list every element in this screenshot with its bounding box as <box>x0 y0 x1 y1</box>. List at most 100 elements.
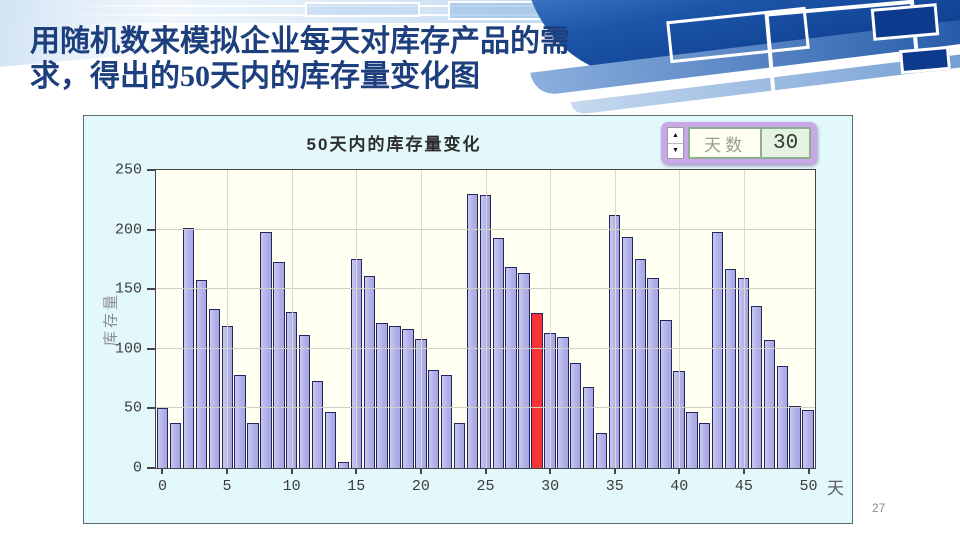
inventory-bar <box>570 363 582 468</box>
inventory-bar <box>415 339 427 468</box>
plot-area: 天 0 50 100 150 200 250 0 5 10 15 20 25 30 35 40 45 50 <box>115 162 844 499</box>
x-tick-mark <box>549 468 552 474</box>
inventory-bar <box>608 215 621 468</box>
banner-rect <box>448 1 548 20</box>
inventory-bar <box>673 371 685 468</box>
inventory-bar <box>802 409 814 468</box>
inventory-bar <box>428 370 440 468</box>
x-tick-label: 25 <box>476 478 495 495</box>
inventory-bar <box>776 365 788 468</box>
spinner-down-icon[interactable]: ▼ <box>668 142 683 159</box>
spinner-up-icon[interactable]: ▲ <box>672 131 679 139</box>
inventory-bar <box>763 340 775 468</box>
gridline-vertical <box>485 170 487 468</box>
bars <box>156 170 815 468</box>
x-tick-label: 15 <box>347 478 366 495</box>
gridline-vertical <box>420 170 422 468</box>
inventory-bar <box>737 278 750 468</box>
inventory-bar <box>750 305 763 468</box>
banner-line <box>0 5 749 7</box>
banner-rect <box>305 2 420 17</box>
slide-title-line2: 求，得出的50天内的库存量变化图 <box>30 60 480 94</box>
chart-title: 50天内的库存量变化 <box>306 135 482 154</box>
inventory-bar <box>273 261 285 468</box>
inventory-bar-selected <box>531 313 543 468</box>
slide-title: 用随机数来模拟企业每天对库存产品的需 求，得出的50天内的库存量变化图 <box>30 24 670 95</box>
inventory-bar <box>699 422 711 468</box>
x-axis-label: 天 <box>827 479 844 498</box>
spinner-value[interactable]: 30 <box>760 129 809 157</box>
inventory-bar <box>311 380 324 468</box>
y-tick-mark <box>147 467 155 469</box>
inventory-bar <box>337 462 350 468</box>
banner-outline-rect <box>666 6 810 64</box>
x-tick-label: 30 <box>541 478 560 495</box>
y-tick-mark <box>147 288 155 291</box>
inventory-bar <box>724 268 737 468</box>
y-tick-label: 250 <box>114 161 142 179</box>
inventory-bar <box>505 266 517 468</box>
x-tick-mark <box>613 468 616 474</box>
inventory-bar <box>595 433 608 468</box>
x-tick-mark <box>419 468 422 474</box>
y-tick-label: 50 <box>123 399 142 417</box>
inventory-bar <box>324 411 337 468</box>
inventory-bar <box>208 309 221 468</box>
y-tick-label: 0 <box>132 459 142 477</box>
gridline-vertical <box>227 170 229 468</box>
gridline-vertical <box>550 170 552 468</box>
inventory-bar <box>260 231 272 468</box>
inventory-bar <box>157 408 169 468</box>
inventory-bar <box>647 278 659 468</box>
inventory-bar <box>466 193 479 468</box>
gridline-vertical <box>356 170 358 468</box>
inventory-bar <box>492 237 504 468</box>
x-tick-label: 10 <box>282 478 301 495</box>
inventory-bar <box>660 320 672 468</box>
gridline-vertical <box>743 170 745 468</box>
gridline-vertical <box>614 170 616 468</box>
banner-line <box>0 14 692 16</box>
days-spinner[interactable]: ▲ ▼ 天数 30 <box>661 122 817 164</box>
banner-solid-rect <box>870 3 940 41</box>
inventory-bar <box>402 328 414 468</box>
banner-solid-rect <box>899 45 951 75</box>
inventory-bar <box>634 259 646 468</box>
y-tick-mark <box>147 228 155 231</box>
inventory-bar <box>363 276 375 468</box>
x-tick-label: 20 <box>411 478 430 495</box>
banner-strip <box>0 0 960 23</box>
inventory-bar <box>298 334 311 468</box>
banner-rect <box>575 3 655 17</box>
x-tick-mark <box>484 468 487 474</box>
inventory-bar <box>247 422 259 468</box>
x-tick-mark <box>678 468 681 474</box>
y-axis-label: 库存量 <box>102 291 120 347</box>
spinner-field: 天数 30 <box>688 127 811 159</box>
inventory-bar <box>453 422 466 468</box>
gridline-vertical <box>679 170 681 468</box>
inventory-bar <box>440 375 453 468</box>
y-tick-mark <box>147 347 155 350</box>
y-tick-mark <box>147 169 155 171</box>
y-tick-label: 100 <box>114 340 142 358</box>
inventory-bar <box>195 279 208 468</box>
page-number: 27 <box>872 501 886 515</box>
spinner-label: 天数 <box>690 129 761 157</box>
x-tick-mark <box>355 468 358 474</box>
inventory-bar <box>169 422 182 468</box>
banner-outline-rect <box>764 0 922 101</box>
inventory-bar <box>582 386 595 468</box>
inventory-bar <box>789 406 801 468</box>
x-tick-label: 5 <box>222 478 232 495</box>
x-tick-label: 50 <box>799 478 818 495</box>
inventory-bar <box>234 375 246 468</box>
inventory-bar <box>711 231 724 468</box>
x-tick-label: 40 <box>670 478 689 495</box>
gridline-vertical <box>291 170 293 468</box>
slide-title-line1: 用随机数来模拟企业每天对库存产品的需 <box>30 25 570 58</box>
x-tick-label: 35 <box>605 478 624 495</box>
spinner-buttons: ▲ ▼ <box>667 127 684 159</box>
x-tick-label: 0 <box>157 478 167 495</box>
